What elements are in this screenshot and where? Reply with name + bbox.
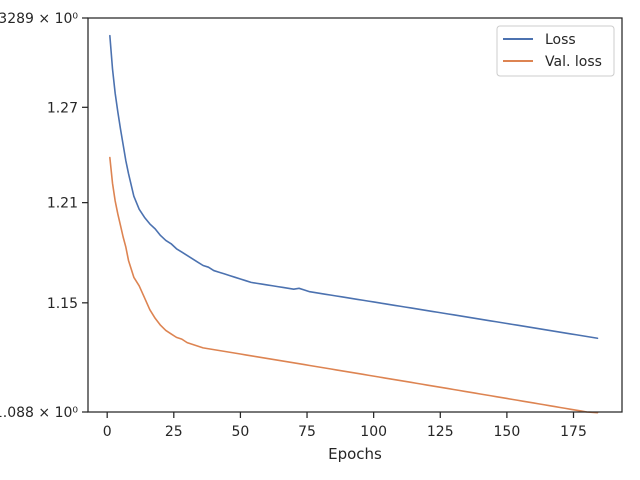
plot-background (88, 18, 622, 412)
series-line-loss (109, 34, 599, 340)
x-tick-label: 25 (165, 424, 183, 440)
series-layer (109, 34, 599, 414)
y-tick-label: 1.15 (47, 296, 78, 312)
y-tick-label: 1.21 (47, 196, 78, 212)
plot-frame (87, 17, 623, 413)
series-line-val-loss (109, 156, 599, 414)
x-tick-label: 50 (232, 424, 250, 440)
y-ticks: 1.3289 × 10⁰ 1.27 1.21 1.15 1.088 × 10⁰ (0, 11, 88, 421)
x-tick-label: 150 (494, 424, 521, 440)
y-tick-label: 1.27 (47, 100, 78, 116)
x-tick-label: 100 (360, 424, 387, 440)
x-tick-label: 75 (298, 424, 316, 440)
x-tick-label: 175 (560, 424, 587, 440)
x-axis-label: Epochs (328, 445, 382, 463)
x-tick-label: 125 (427, 424, 454, 440)
legend-label-loss: Loss (545, 32, 576, 48)
x-tick-label: 0 (103, 424, 112, 440)
legend: Loss Val. loss (496, 25, 615, 77)
legend-label-val-loss: Val. loss (545, 54, 602, 70)
x-ticks: 0 25 50 75 100 125 150 175 (103, 412, 587, 440)
y-tick-label: 1.088 × 10⁰ (0, 405, 78, 421)
y-tick-label: 1.3289 × 10⁰ (0, 11, 78, 27)
